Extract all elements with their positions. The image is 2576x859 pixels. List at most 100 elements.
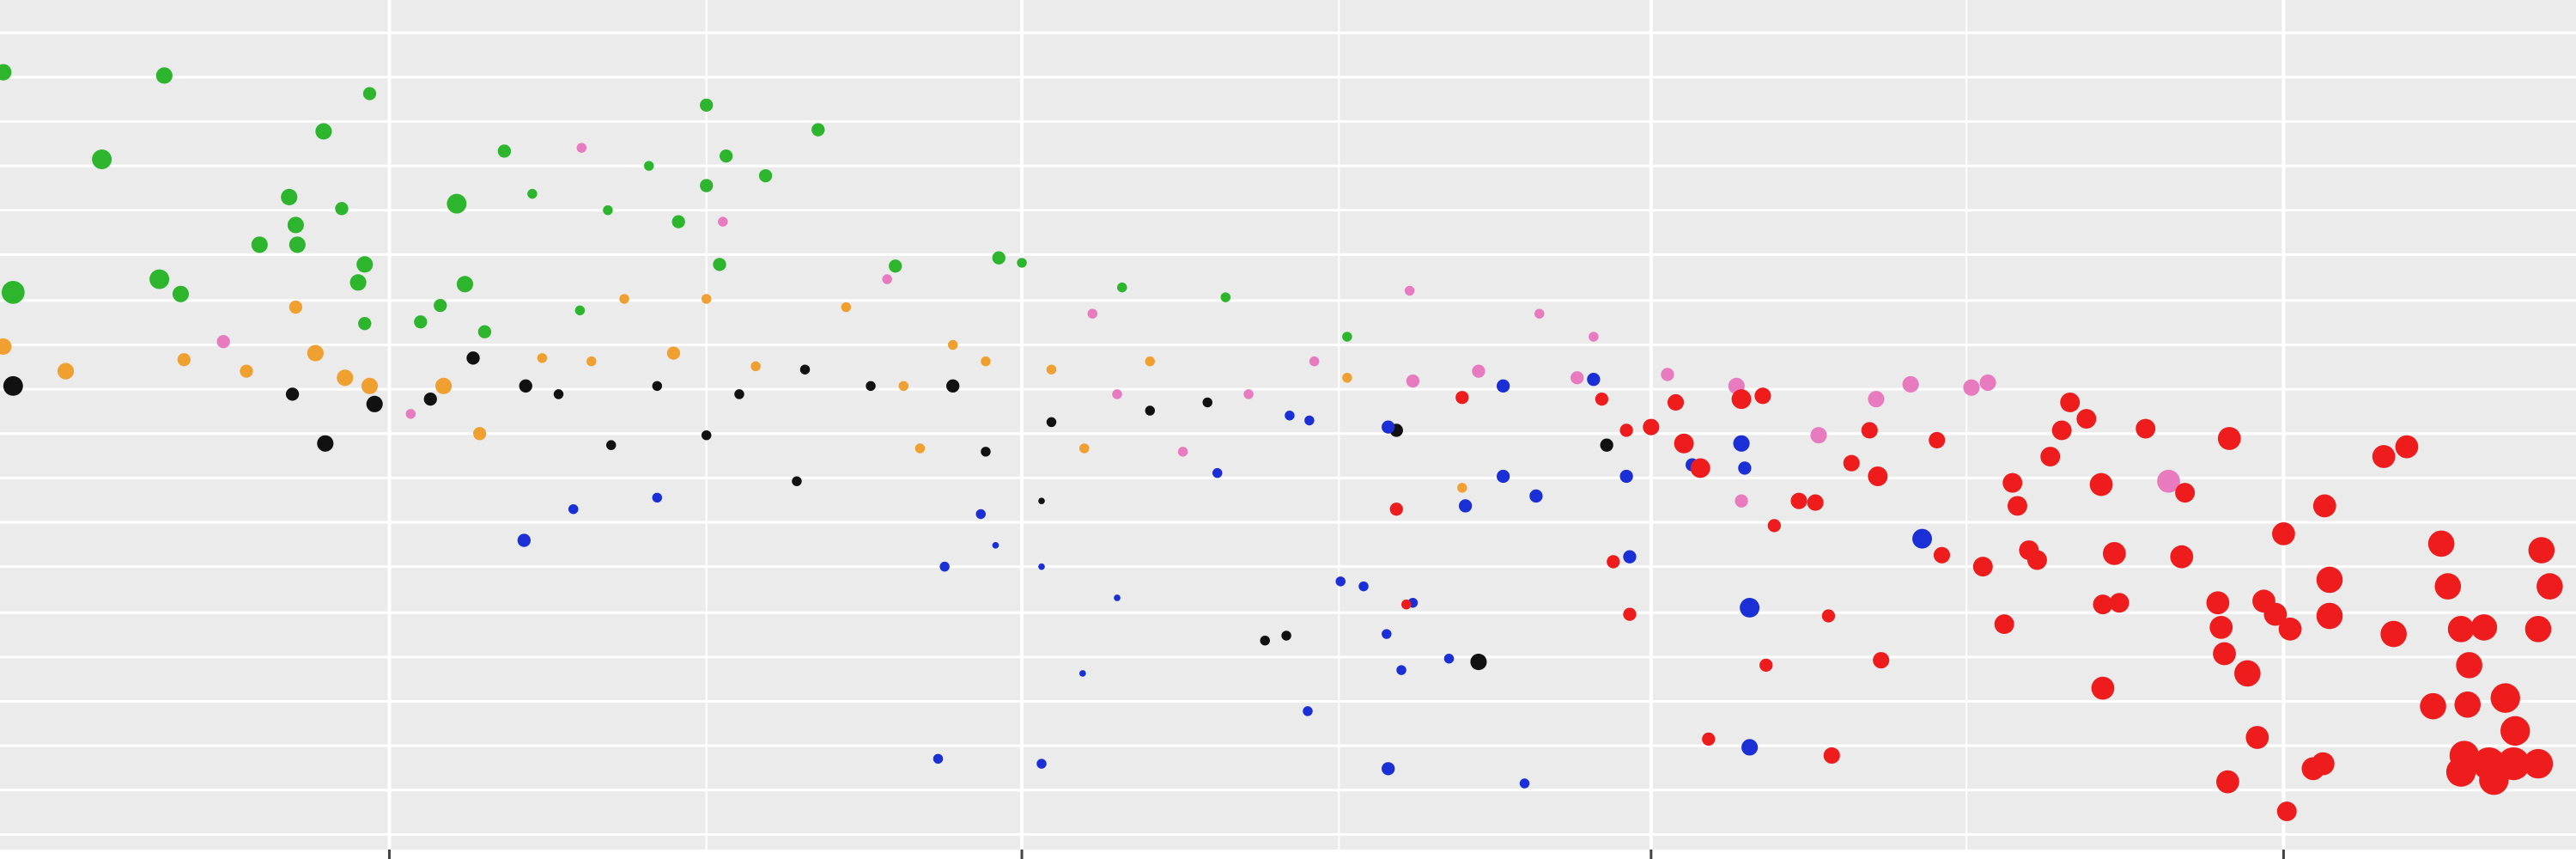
point — [947, 339, 958, 350]
point — [1933, 546, 1951, 564]
point — [1823, 746, 1840, 765]
point — [0, 338, 12, 355]
point — [946, 379, 960, 393]
point — [335, 202, 349, 216]
point — [811, 123, 825, 137]
point — [1767, 519, 1781, 533]
point — [1912, 528, 1932, 549]
point — [1623, 550, 1637, 564]
point — [939, 561, 950, 572]
point — [1038, 563, 1045, 570]
point — [1177, 447, 1188, 457]
point — [666, 346, 681, 360]
point — [1690, 458, 1710, 478]
point — [1079, 443, 1090, 454]
point — [2278, 617, 2302, 641]
point — [1902, 375, 1919, 393]
point — [2372, 445, 2396, 468]
point — [2456, 652, 2482, 679]
point — [1285, 411, 1295, 421]
point — [2216, 770, 2239, 794]
point — [1017, 258, 1027, 268]
point — [576, 143, 587, 153]
point — [349, 274, 367, 291]
point — [1112, 389, 1122, 399]
point — [1589, 332, 1599, 342]
point — [1396, 665, 1406, 675]
point — [1212, 467, 1223, 478]
point — [882, 274, 892, 284]
point — [1661, 368, 1674, 381]
point — [2102, 541, 2126, 565]
point — [2217, 427, 2241, 450]
point — [992, 251, 1005, 265]
point — [2427, 530, 2455, 557]
point — [423, 392, 437, 406]
point — [466, 351, 480, 365]
point — [2445, 757, 2476, 787]
point — [2206, 591, 2230, 615]
point — [1458, 499, 1473, 513]
point — [1861, 422, 1878, 439]
point — [1868, 466, 1888, 486]
point — [414, 315, 428, 329]
point — [975, 509, 986, 520]
point — [1731, 389, 1752, 410]
point — [1443, 653, 1455, 664]
point — [1202, 397, 1212, 408]
point — [240, 364, 253, 378]
point — [358, 317, 372, 331]
point — [2311, 752, 2335, 776]
point — [750, 361, 761, 372]
point — [701, 430, 712, 441]
point — [317, 435, 334, 452]
point — [2479, 765, 2509, 795]
point — [2316, 566, 2343, 594]
point — [1117, 282, 1127, 293]
point — [1754, 387, 1771, 405]
point — [2060, 392, 2081, 412]
point — [2490, 683, 2520, 713]
point — [1810, 427, 1827, 444]
point — [1220, 292, 1231, 302]
point — [2523, 748, 2554, 779]
point — [2537, 573, 2563, 600]
point — [2263, 602, 2287, 626]
point — [2420, 692, 2446, 720]
point — [361, 377, 379, 394]
point — [1519, 778, 1530, 789]
point — [1790, 492, 1807, 509]
point — [2470, 614, 2498, 641]
point — [435, 377, 453, 394]
point — [1740, 597, 1760, 618]
point — [1470, 653, 1487, 671]
point — [700, 179, 714, 192]
point — [1843, 454, 1860, 472]
point — [1873, 652, 1890, 669]
point — [1342, 332, 1352, 342]
point — [933, 753, 944, 765]
point — [3, 375, 23, 396]
point — [1, 280, 25, 304]
point — [1243, 389, 1254, 399]
point — [1759, 658, 1773, 673]
point — [1358, 581, 1369, 592]
point — [1260, 635, 1270, 646]
point — [1619, 469, 1633, 484]
point — [1382, 762, 1395, 776]
point — [405, 409, 416, 419]
point — [1404, 285, 1415, 296]
point — [172, 285, 190, 302]
point — [2213, 642, 2236, 666]
point — [718, 216, 728, 227]
point — [652, 492, 663, 503]
point — [2136, 418, 2156, 439]
point — [251, 236, 268, 253]
point — [287, 216, 304, 234]
point — [2245, 726, 2269, 749]
point — [644, 161, 654, 171]
point — [1929, 431, 1946, 448]
point — [289, 300, 303, 314]
